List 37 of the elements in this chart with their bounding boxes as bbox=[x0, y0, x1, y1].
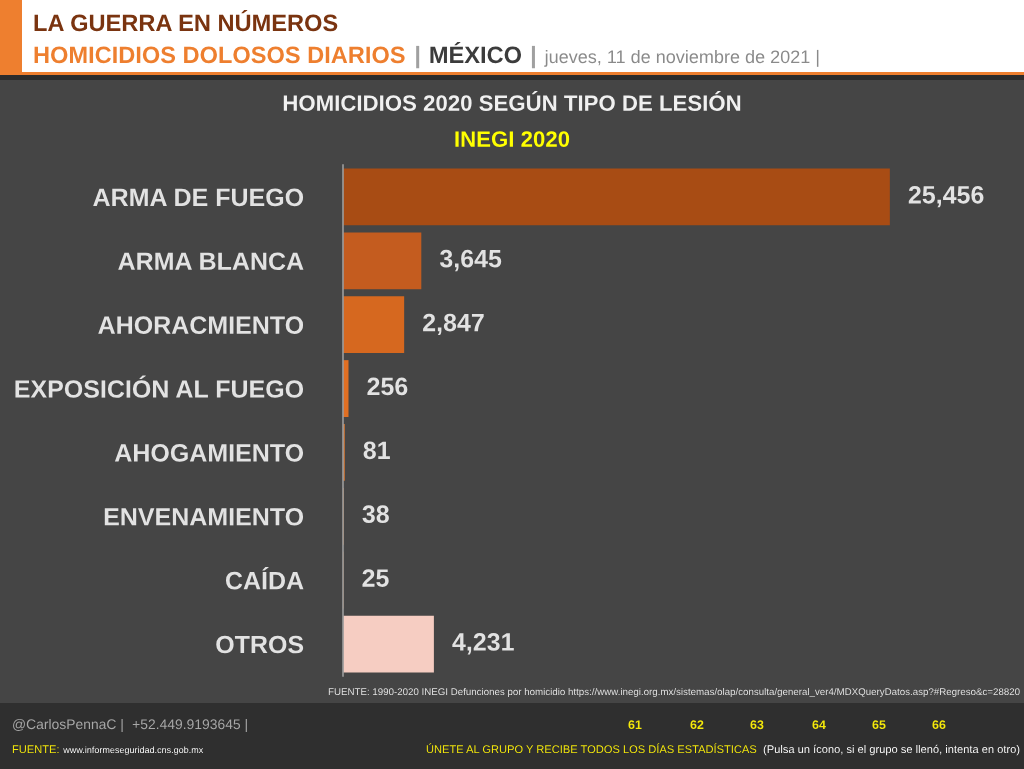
data-label: 2,847 bbox=[423, 313, 484, 336]
text: MÉXICO bbox=[430, 42, 522, 64]
text: @CarlosPennaC | bbox=[13, 718, 123, 732]
y-tick-label: ARMA DE FUEGO bbox=[93, 188, 304, 207]
data-label: 25,456 bbox=[908, 185, 984, 208]
y-tick-label: AHORACMIENTO bbox=[98, 316, 304, 334]
chart-title: HOMICIDIOS 2020 SEGÚN TIPO DE LESIÓN bbox=[283, 91, 741, 111]
text: LA GUERRA EN NÚMEROS bbox=[34, 10, 338, 32]
y-tick-label: CAÍDA bbox=[225, 567, 304, 590]
text: 62 bbox=[690, 720, 704, 730]
data-label: 38 bbox=[362, 505, 389, 524]
y-tick-label: EXPOSICIÓN AL FUEGO bbox=[15, 375, 304, 398]
text: ÚNETE AL GRUPO Y RECIBE TODOS LOS DÍAS ESTADÍSTICAS bbox=[426, 743, 757, 754]
data-label: 256 bbox=[367, 377, 408, 396]
data-label: 81 bbox=[363, 441, 390, 460]
y-tick-label: OTROS bbox=[216, 635, 304, 654]
y-tick-label: ARMA BLANCA bbox=[118, 252, 304, 271]
text: 63 bbox=[750, 720, 764, 730]
text: 66 bbox=[932, 720, 946, 730]
text: | bbox=[416, 45, 420, 69]
text: jueves, 11 de noviembre de 2021 | bbox=[544, 49, 819, 67]
text: | bbox=[531, 45, 535, 69]
text: 65 bbox=[872, 720, 886, 730]
chart-subtitle: INEGI 2020 bbox=[455, 131, 570, 147]
text: 61 bbox=[628, 720, 642, 730]
data-label: 4,231 bbox=[452, 633, 514, 655]
text: 64 bbox=[812, 720, 826, 730]
text: HOMICIDIOS DOLOSOS DIARIOS bbox=[34, 46, 405, 64]
y-tick-label: ENVENAMIENTO bbox=[104, 507, 304, 526]
source-note: FUENTE: bbox=[12, 745, 59, 754]
text: (Pulsa un ícono, si el grupo se llenó, intenta en otro) bbox=[763, 744, 1020, 756]
source-note: FUENTE: 1990-2020 INEGI Defunciones por homicidio https://www.inegi.org.mx/sistemas/olap/consulta/general_ver4/MDXQueryDatos.asp?#Regreso&c=28820 bbox=[328, 687, 1020, 698]
data-label: 3,645 bbox=[439, 249, 502, 272]
data-label: 25 bbox=[362, 569, 389, 587]
y-tick-label: AHOGAMIENTO bbox=[114, 444, 304, 462]
text: www.informeseguridad.cns.gob.mx bbox=[63, 746, 204, 755]
text: +52.449.9193645 | bbox=[132, 718, 247, 732]
